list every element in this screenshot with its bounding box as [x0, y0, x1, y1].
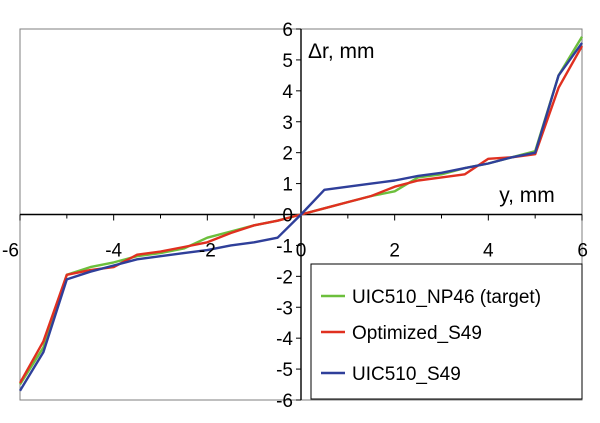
y-tick-label: -6	[276, 391, 293, 412]
x-tick-label: 4	[483, 241, 494, 262]
legend: UIC510_NP46 (target) Optimized_S49 UIC510_…	[310, 263, 583, 400]
legend-label: Optimized_S49	[352, 323, 482, 344]
y-tick-label: 6	[282, 20, 293, 41]
y-tick-label: -1	[276, 236, 293, 257]
y-tick-label: -2	[276, 267, 293, 288]
y-tick-label: -5	[276, 360, 293, 381]
x-tick-label: 0	[296, 241, 307, 262]
legend-box	[310, 263, 583, 400]
y-tick-label: 3	[282, 113, 293, 134]
y-tick-label: 5	[282, 51, 293, 72]
legend-label: UIC510_NP46 (target)	[352, 287, 541, 308]
x-tick-label: -6	[2, 241, 19, 262]
y-tick-label: 4	[282, 82, 293, 103]
series-line	[18, 42, 583, 392]
x-tick-label: -4	[105, 241, 122, 262]
y-tick-label: 1	[282, 175, 293, 196]
legend-label: UIC510_S49	[352, 364, 461, 385]
series-layer	[18, 36, 584, 392]
x-tick-label: -2	[199, 241, 216, 262]
y-tick-label: 0	[282, 206, 293, 227]
legend-items: UIC510_NP46 (target) Optimized_S49 UIC510_…	[321, 287, 541, 385]
y-tick-label: -3	[276, 298, 293, 319]
x-tick-label: 6	[577, 241, 588, 262]
x-axis-title: y, mm	[499, 184, 555, 207]
y-tick-label: 2	[282, 144, 293, 165]
x-tick-label: 2	[389, 241, 400, 262]
y-tick-label: -4	[276, 329, 293, 350]
y-axis-title: Δr, mm	[308, 40, 375, 63]
